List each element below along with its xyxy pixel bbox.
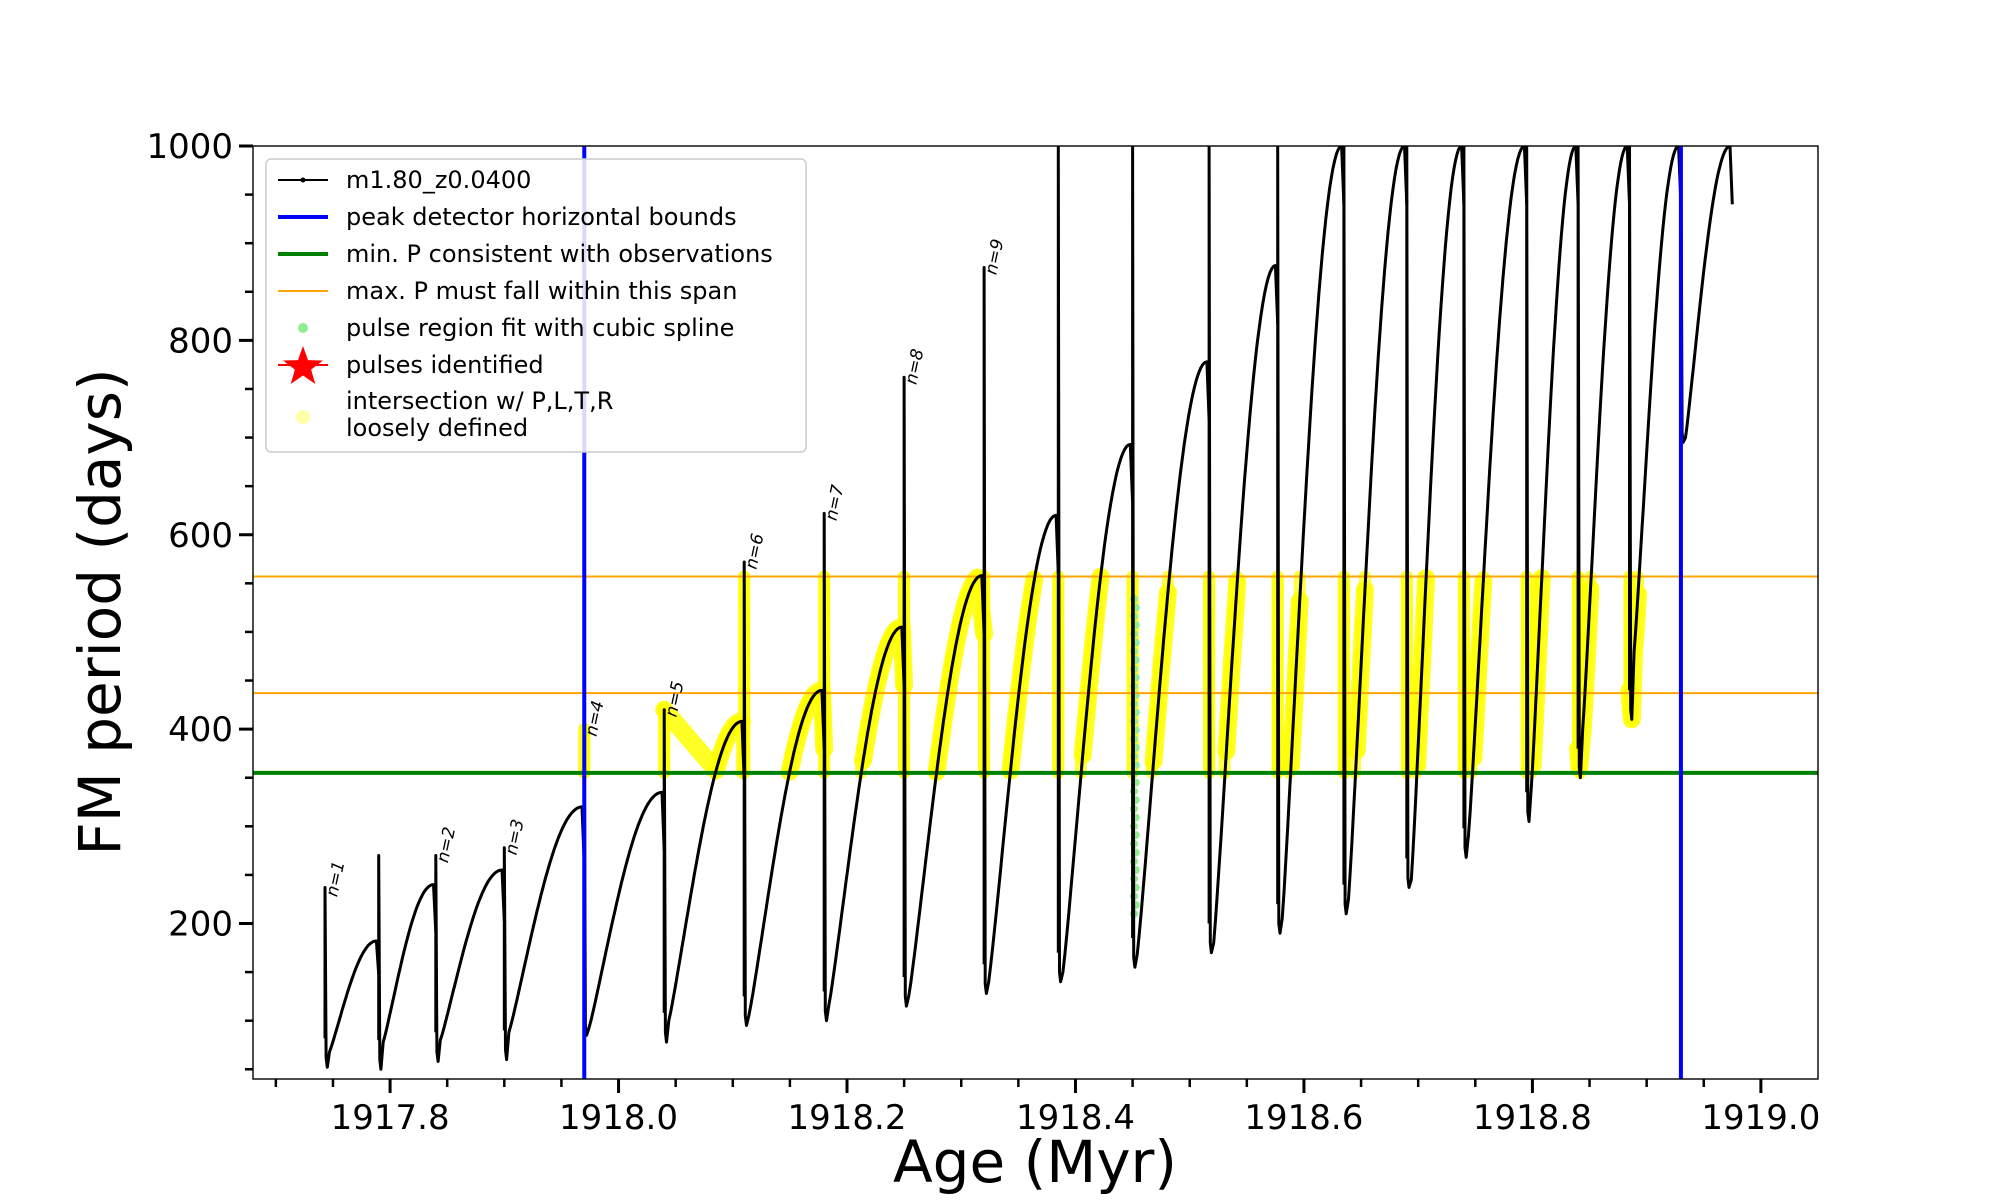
legend-label: min. P consistent with observations — [346, 240, 773, 268]
y-tick-label: 400 — [168, 710, 233, 750]
legend-label: pulse region fit with cubic spline — [346, 314, 734, 342]
legend-label: max. P must fall within this span — [346, 277, 737, 305]
legend-label: m1.80_z0.0400 — [346, 166, 531, 194]
track-cycle-18 — [1525, 146, 1580, 823]
track-cycle-16 — [1405, 146, 1466, 889]
track-cycle-11 — [1056, 146, 1135, 984]
legend-entry: min. P consistent with observations — [278, 240, 773, 268]
track-cycle-21 — [1679, 146, 1734, 444]
x-tick-label: 1918.8 — [1473, 1098, 1592, 1138]
track-cycle-2 — [377, 854, 438, 1071]
track-cycle-10 — [982, 266, 1060, 995]
x-tick-label: 1918.4 — [1016, 1098, 1135, 1138]
legend-entry: max. P must fall within this span — [278, 277, 737, 305]
legend-entry: m1.80_z0.0400 — [278, 166, 531, 194]
x-tick-label: 1918.2 — [788, 1098, 907, 1138]
y-axis-label: FM period (days) — [66, 368, 134, 855]
legend-entry: pulses identified — [278, 346, 544, 384]
red-star-icon — [283, 346, 323, 384]
track-cycle-13 — [1207, 146, 1280, 955]
track-cycle-6 — [662, 708, 746, 1044]
axes: 1917.8 1918.0 1918.2 1918.4 1918.6 1918.8 1919… — [146, 127, 1820, 1138]
legend-dot-swatch — [296, 410, 310, 424]
x-tick-label: 1918.0 — [559, 1098, 678, 1138]
legend-label-line2: loosely defined — [346, 414, 528, 442]
legend-entry: pulse region fit with cubic spline — [298, 314, 734, 342]
track-cycle-7 — [742, 560, 826, 1027]
legend-label: pulses identified — [346, 351, 544, 379]
evolution-track-layer — [323, 146, 1734, 1071]
legend-entry: peak detector horizontal bounds — [278, 203, 737, 231]
y-tick-label: 800 — [168, 321, 233, 361]
track-cycle-5 — [582, 727, 666, 1037]
x-axis-label: Age (Myr) — [893, 1128, 1177, 1196]
x-tick-label: 1918.6 — [1244, 1098, 1363, 1138]
x-tick-label: 1917.8 — [331, 1098, 450, 1138]
legend-label: intersection w/ P,L,T,R — [346, 387, 613, 415]
track-cycle-3 — [434, 854, 506, 1063]
y-tick-label: 1000 — [146, 127, 233, 167]
legend-box — [265, 158, 807, 453]
track-cycle-15 — [1342, 146, 1409, 916]
track-cycle-4 — [502, 805, 586, 1062]
y-tick-label: 200 — [168, 905, 233, 945]
x-tick-label: 1919.0 — [1701, 1098, 1820, 1138]
legend-label: peak detector horizontal bounds — [346, 203, 737, 231]
y-tick-label: 600 — [168, 516, 233, 556]
legend-dot-swatch — [298, 323, 308, 333]
track-cycle-19 — [1576, 146, 1631, 780]
track-cycle-1 — [323, 886, 381, 1069]
track-cycle-20 — [1628, 146, 1683, 721]
legend-dot-swatch — [300, 177, 306, 183]
track-cycle-12 — [1131, 146, 1211, 969]
track-cycle-17 — [1462, 146, 1529, 859]
track-cycle-14 — [1276, 146, 1346, 935]
track-cycle-8 — [822, 511, 906, 1023]
plot-frame — [252, 145, 1819, 1080]
track-cycle-9 — [902, 375, 986, 1008]
